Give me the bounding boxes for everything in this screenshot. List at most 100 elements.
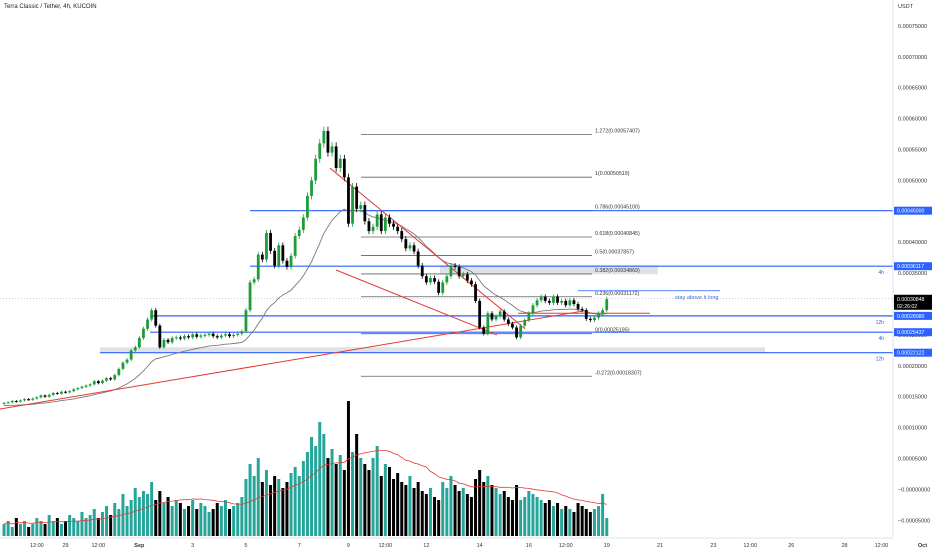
price-tag [894, 262, 932, 271]
candle-body [502, 311, 506, 320]
candle-body [281, 245, 285, 261]
last-price-tag [894, 294, 932, 310]
volume-bar [371, 458, 375, 536]
volume-bar [18, 524, 22, 536]
y-tick-label: 0.00065000 [898, 86, 927, 92]
x-tick-label: 5 [244, 543, 247, 549]
candle-body [437, 281, 441, 293]
candle-body [543, 296, 547, 301]
volume-bar [556, 503, 560, 536]
volume-bar [355, 434, 359, 536]
x-tick-label: 12:00 [559, 543, 573, 549]
volume-bar [47, 515, 51, 536]
candle-body [10, 401, 14, 403]
candle-body [31, 398, 35, 400]
timeframe-label: 12h [876, 357, 885, 363]
candle-body [355, 186, 359, 209]
last-price-countdown: 02:26:02 [897, 304, 917, 310]
volume-bar [519, 500, 523, 536]
candle-body [125, 359, 129, 363]
volume-bar [412, 488, 416, 536]
candle-body [47, 394, 51, 397]
candle-body [314, 158, 318, 181]
volume-bar [244, 479, 248, 536]
volume-bar [568, 509, 572, 536]
volume-bar [240, 497, 244, 536]
volume-bar [96, 518, 100, 536]
x-tick-label: 14 [477, 543, 483, 549]
candle-body [166, 339, 170, 343]
ascending-trendline [0, 309, 589, 410]
candle-body [515, 327, 518, 338]
candle-body [424, 276, 428, 283]
price-tag [894, 206, 932, 215]
volume-bar [597, 506, 601, 536]
candle-body [6, 402, 10, 404]
candle-body [19, 400, 22, 402]
volume-bar [223, 500, 227, 536]
x-tick-label: 23 [710, 543, 716, 549]
candle-body [593, 317, 596, 321]
candle-body [51, 392, 55, 395]
volume-bar [219, 506, 223, 536]
candle-body [371, 226, 375, 232]
volume-bar [162, 503, 166, 536]
x-tick-label: 12:00 [91, 543, 105, 549]
candle-body [252, 279, 256, 283]
candle-body [68, 391, 72, 393]
candle-body [506, 319, 510, 324]
price-axis[interactable]: 0.00075000 0.00070000 0.00065000 0.00060000… [892, 0, 932, 538]
volume-bar [141, 491, 145, 536]
candle-body [576, 304, 580, 309]
y-tick-label: 0.00020000 [898, 364, 927, 370]
volume-bar [72, 518, 76, 536]
timeframe-label: 12h [876, 320, 885, 326]
volume-bar [416, 482, 420, 536]
candle-body [306, 195, 309, 218]
y-tick-label: 0.00035000 [898, 271, 927, 277]
candle-body [142, 328, 145, 338]
volume-bar [80, 512, 84, 536]
candle-body [412, 245, 416, 252]
x-tick-label: 21 [657, 543, 663, 549]
candle-body [14, 401, 18, 403]
x-tick-label: 7 [298, 543, 301, 549]
candle-body [396, 226, 400, 232]
volume-bar [113, 503, 117, 536]
volume-bar [535, 497, 539, 536]
candle-body [486, 313, 490, 334]
volume-bar [170, 506, 174, 536]
ema-line [3, 208, 607, 406]
y-tick-label: 0.00075000 [898, 24, 927, 30]
volume-bar [601, 494, 605, 536]
volume-bar [506, 497, 510, 536]
candle-body [351, 186, 354, 224]
volume-bar [158, 491, 162, 536]
candle-body [27, 399, 31, 401]
candle-body [84, 385, 88, 387]
volume-bar [441, 482, 445, 536]
candle-body [133, 347, 137, 351]
volume-bar [31, 524, 35, 536]
candle-body [150, 310, 154, 320]
candle-body [39, 395, 43, 398]
volume-bar [55, 518, 59, 536]
candle-body [170, 337, 174, 343]
volume-bar [252, 476, 256, 536]
volume-bar [564, 506, 568, 536]
volume-bar [453, 485, 457, 536]
price-tag-label: 0.00025437 [897, 330, 925, 336]
candle-body [338, 158, 342, 169]
volume-bar [23, 521, 27, 536]
fib-level-label: 1(0.00050519) [595, 171, 630, 177]
candle-body [289, 255, 293, 267]
volume-bar [346, 401, 350, 536]
time-axis[interactable]: 12:00 29 12:00 Sep 3 5 7 9 12:00 12 14 16 12:00 19 21 2… [0, 537, 927, 549]
volume-bar [318, 422, 322, 536]
volume-bar [178, 503, 182, 536]
volume-bar [314, 446, 318, 536]
candle-body [572, 300, 576, 305]
y-tick-label: 0.00055000 [898, 148, 927, 154]
levels-layer: 4h 12h 4h 12h stay above it long [0, 210, 893, 363]
candle-body [310, 180, 313, 196]
